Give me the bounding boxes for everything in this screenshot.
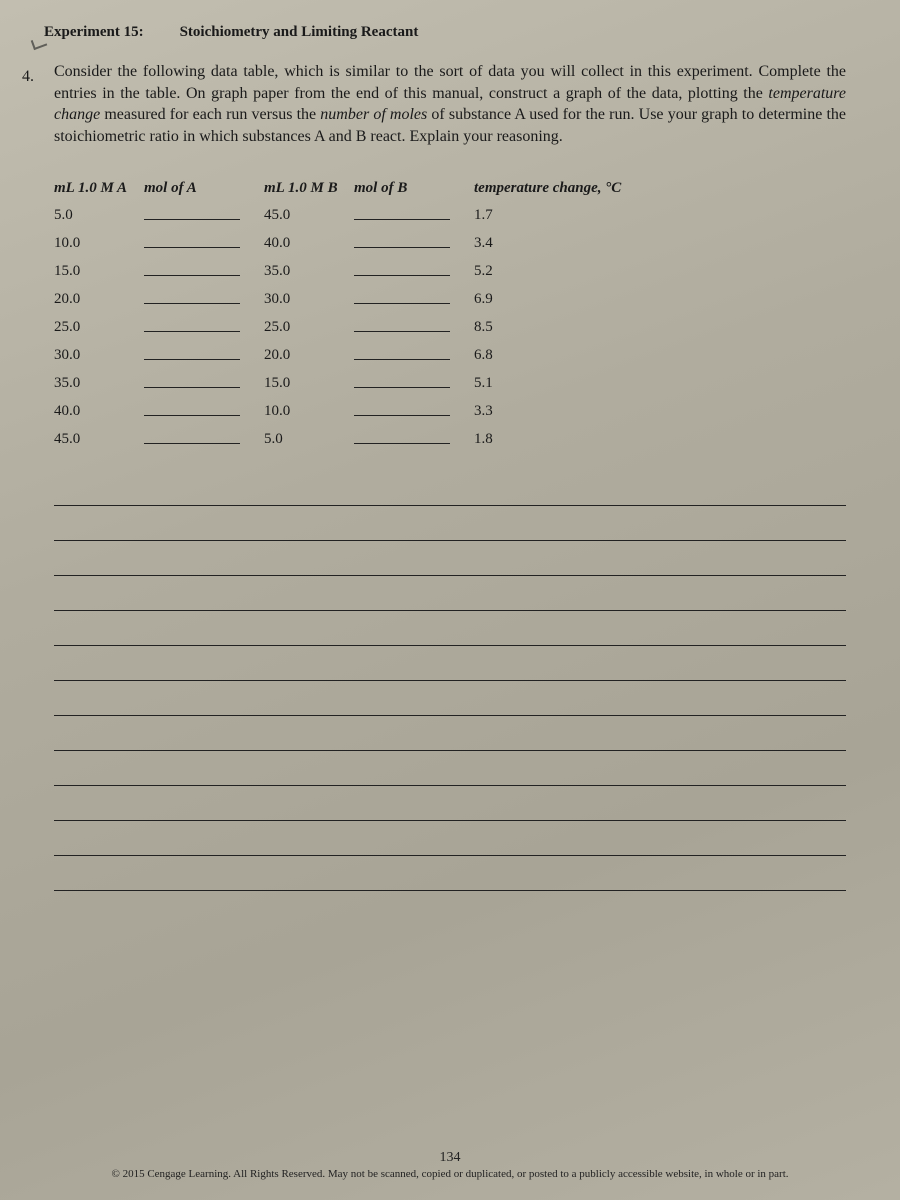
cell-molA-blank[interactable] [144,233,264,255]
problem-statement: Consider the following data table, which… [54,61,846,147]
answer-line[interactable] [54,615,846,646]
table-row: 25.0 25.0 8.5 [54,311,846,339]
answer-line[interactable] [54,720,846,751]
table-row: 45.0 5.0 1.8 [54,423,846,451]
cell-temp: 8.5 [474,319,674,339]
col-header-molA: mol of A [144,180,264,197]
answer-line[interactable] [54,755,846,786]
cell-molA-blank[interactable] [144,317,264,339]
cell-molB-blank[interactable] [354,261,474,283]
cell-mlB: 20.0 [264,347,354,367]
cell-molA-blank[interactable] [144,289,264,311]
answer-line[interactable] [54,510,846,541]
table-row: 15.0 35.0 5.2 [54,255,846,283]
cell-temp: 6.9 [474,291,674,311]
page-number: 134 [0,1150,900,1166]
cell-molB-blank[interactable] [354,429,474,451]
cell-temp: 6.8 [474,347,674,367]
worksheet-page: Experiment 15: Stoichiometry and Limitin… [0,0,900,1200]
copyright-text: © 2015 Cengage Learning. All Rights Rese… [0,1168,900,1180]
table-row: 5.0 45.0 1.7 [54,199,846,227]
cell-temp: 1.7 [474,207,674,227]
cell-mlB: 40.0 [264,235,354,255]
cell-molB-blank[interactable] [354,205,474,227]
page-footer: 134 © 2015 Cengage Learning. All Rights … [0,1150,900,1180]
table-row: 35.0 15.0 5.1 [54,367,846,395]
cell-mlA: 30.0 [54,347,144,367]
cell-mlB: 35.0 [264,263,354,283]
cell-molA-blank[interactable] [144,401,264,423]
answer-line[interactable] [54,545,846,576]
problem-text-1: Consider the following data table, which… [54,63,846,102]
problem-italic-2: number of moles [320,106,427,123]
experiment-label: Experiment 15: [44,24,144,41]
cell-molB-blank[interactable] [354,401,474,423]
cell-mlA: 15.0 [54,263,144,283]
answer-line[interactable] [54,790,846,821]
question-number: 4. [22,68,34,86]
cell-temp: 5.2 [474,263,674,283]
cell-temp: 1.8 [474,431,674,451]
cell-mlB: 45.0 [264,207,354,227]
table-row: 10.0 40.0 3.4 [54,227,846,255]
cell-molA-blank[interactable] [144,373,264,395]
answer-line[interactable] [54,860,846,891]
table-row: 30.0 20.0 6.8 [54,339,846,367]
col-header-molB: mol of B [354,180,474,197]
cell-mlB: 15.0 [264,375,354,395]
answer-line[interactable] [54,825,846,856]
cell-molB-blank[interactable] [354,317,474,339]
cell-mlB: 30.0 [264,291,354,311]
answer-line[interactable] [54,580,846,611]
cell-temp: 3.3 [474,403,674,423]
table-body: 5.045.01.710.040.03.415.035.05.220.030.0… [54,199,846,451]
col-header-mlA: mL 1.0 M A [54,180,144,197]
cell-mlB: 10.0 [264,403,354,423]
cell-mlA: 45.0 [54,431,144,451]
cell-mlA: 25.0 [54,319,144,339]
cell-mlB: 5.0 [264,431,354,451]
cell-molA-blank[interactable] [144,261,264,283]
cell-mlB: 25.0 [264,319,354,339]
cell-mlA: 35.0 [54,375,144,395]
table-row: 40.0 10.0 3.3 [54,395,846,423]
answer-line[interactable] [54,475,846,506]
cell-mlA: 40.0 [54,403,144,423]
cell-mlA: 5.0 [54,207,144,227]
cell-molB-blank[interactable] [354,373,474,395]
experiment-title: Stoichiometry and Limiting Reactant [180,24,419,41]
cell-molB-blank[interactable] [354,345,474,367]
cell-molA-blank[interactable] [144,429,264,451]
answer-line[interactable] [54,650,846,681]
table-header-row: mL 1.0 M A mol of A mL 1.0 M B mol of B … [54,169,846,197]
cell-mlA: 20.0 [54,291,144,311]
data-table: mL 1.0 M A mol of A mL 1.0 M B mol of B … [54,169,846,451]
cell-molA-blank[interactable] [144,205,264,227]
problem-text-2: measured for each run versus the [100,106,320,123]
cell-molB-blank[interactable] [354,233,474,255]
cell-molB-blank[interactable] [354,289,474,311]
cell-temp: 3.4 [474,235,674,255]
page-header: Experiment 15: Stoichiometry and Limitin… [44,24,846,41]
answer-line[interactable] [54,685,846,716]
table-row: 20.0 30.0 6.9 [54,283,846,311]
col-header-mlB: mL 1.0 M B [264,180,354,197]
col-header-temp: temperature change, °C [474,180,674,197]
cell-molA-blank[interactable] [144,345,264,367]
cell-temp: 5.1 [474,375,674,395]
cell-mlA: 10.0 [54,235,144,255]
page-corner-mark [31,36,48,50]
answer-lines-area [54,475,846,891]
